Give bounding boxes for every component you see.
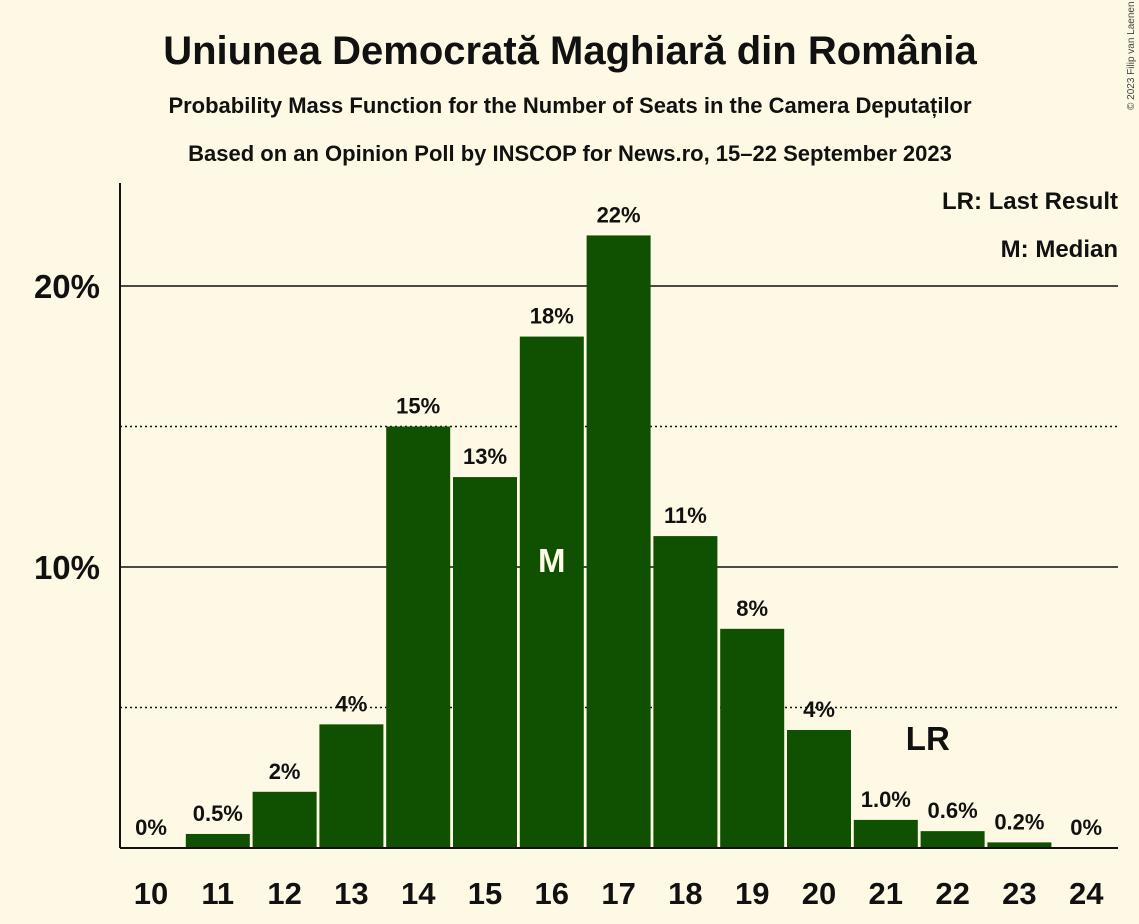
data-label-18: 11% (664, 503, 707, 528)
legend-median: M: Median (1001, 236, 1118, 263)
data-label-11: 0.5% (193, 801, 243, 826)
data-label-14: 15% (396, 394, 440, 419)
data-label-24: 0% (1070, 815, 1102, 840)
x-tick-18: 18 (668, 876, 702, 911)
x-tick-19: 19 (735, 876, 769, 911)
data-label-10: 0% (135, 815, 167, 840)
x-tick-17: 17 (601, 876, 635, 911)
bar-13 (319, 724, 383, 848)
bar-21 (854, 820, 918, 848)
data-label-20: 4% (803, 697, 835, 722)
data-label-21: 1.0% (861, 787, 911, 812)
x-tick-20: 20 (802, 876, 836, 911)
x-tick-11: 11 (201, 876, 234, 911)
bar-20 (787, 730, 851, 848)
x-tick-14: 14 (401, 876, 436, 911)
x-tick-15: 15 (468, 876, 502, 911)
chart-title: Uniunea Democrată Maghiară din România (163, 29, 977, 73)
legend-last-result: LR: Last Result (942, 188, 1118, 215)
x-tick-16: 16 (535, 876, 569, 911)
data-label-13: 4% (336, 691, 368, 716)
bar-12 (253, 792, 317, 848)
median-marker: M (538, 542, 566, 579)
bar-16 (520, 337, 584, 848)
bar-17 (587, 235, 651, 848)
data-label-17: 22% (597, 202, 641, 227)
copyright: © 2023 Filip van Laenen (1126, 1, 1137, 110)
y-tick-10: 10% (34, 549, 100, 586)
x-axis: 10 11 12 13 14 15 16 17 18 19 20 21 22 23 24 (134, 876, 1104, 911)
data-label-16: 18% (530, 304, 574, 329)
last-result-marker: LR (906, 720, 950, 757)
bar-15 (453, 477, 517, 848)
data-label-12: 2% (269, 759, 301, 784)
chart-subtitle: Probability Mass Function for the Number… (168, 93, 972, 118)
bar-22 (921, 831, 985, 848)
x-tick-10: 10 (134, 876, 168, 911)
x-tick-23: 23 (1002, 876, 1036, 911)
data-label-22: 0.6% (928, 798, 978, 823)
bar-11 (186, 834, 250, 848)
x-tick-13: 13 (334, 876, 368, 911)
y-tick-20: 20% (34, 268, 100, 305)
data-label-15: 13% (463, 444, 507, 469)
x-tick-12: 12 (267, 876, 301, 911)
bar-19 (720, 629, 784, 848)
x-tick-22: 22 (935, 876, 969, 911)
x-tick-21: 21 (869, 876, 903, 911)
chart-source: Based on an Opinion Poll by INSCOP for N… (188, 141, 952, 166)
data-label-23: 0.2% (994, 809, 1044, 834)
data-label-19: 8% (736, 596, 768, 621)
x-tick-24: 24 (1069, 876, 1104, 911)
bar-14 (386, 427, 450, 849)
bar-18 (653, 536, 717, 848)
